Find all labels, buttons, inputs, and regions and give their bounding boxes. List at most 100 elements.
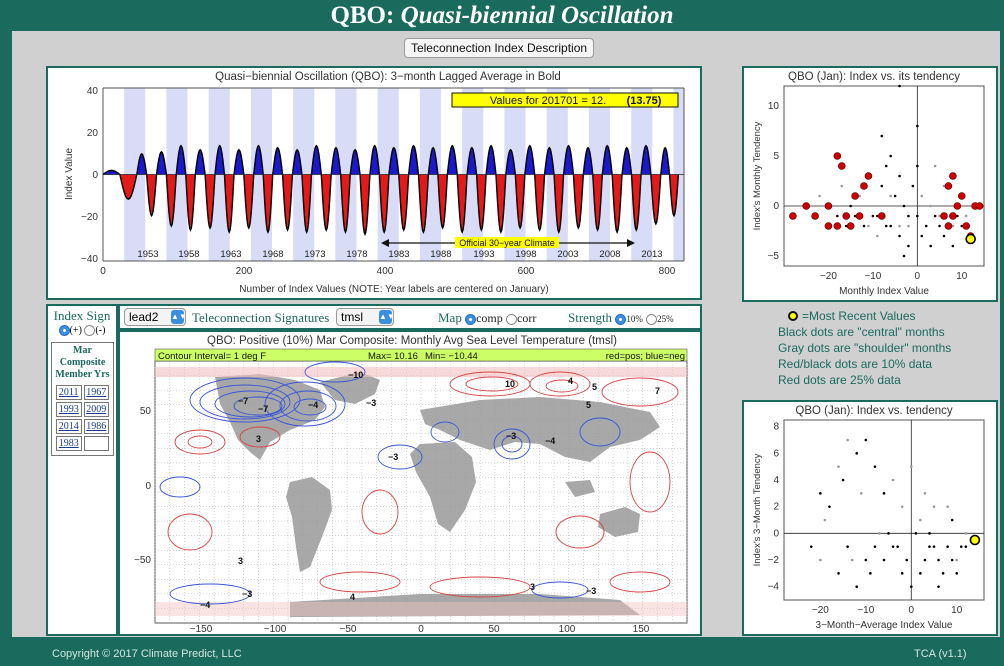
positive-area (524, 145, 535, 175)
scatter-point (957, 192, 966, 200)
scatter-point (951, 244, 955, 248)
contour-value: 4 (568, 376, 573, 386)
scatter-3month-zero-axes (784, 420, 984, 600)
negative-area (224, 174, 234, 233)
scatter-point (882, 492, 886, 495)
scatter-point (959, 545, 963, 548)
positive-area (292, 149, 302, 175)
positive-area (233, 149, 244, 175)
xtick: 10 (951, 605, 963, 616)
negative-area (476, 174, 487, 231)
positive-area (272, 147, 283, 175)
scatter-point (949, 172, 957, 180)
positive-area (103, 170, 120, 175)
map-topband (155, 367, 687, 616)
positive-area (156, 151, 167, 175)
values-box: Values for 201701 = 12. (13.75) (451, 92, 679, 108)
scatter-point (929, 244, 932, 248)
variable-select[interactable]: tmsl ▲▼ (336, 308, 395, 326)
strength-group: Strength 10% 25% (568, 310, 674, 326)
lead-select[interactable]: lead2 ▲▼ (124, 308, 187, 326)
contour-value: −4 (545, 436, 555, 446)
corr-label: corr (517, 311, 537, 325)
scatter-point (846, 222, 855, 230)
scatter-point (889, 154, 892, 158)
scatter-point (891, 545, 895, 548)
scatter-point (898, 84, 901, 88)
scatter-point (898, 224, 901, 228)
controls-bar: lead2 ▲▼ Teleconnection Signatures tmsl … (118, 304, 702, 330)
sign-plus-radio[interactable] (58, 325, 70, 337)
color-key-label: red=pos; blue=neg (606, 351, 685, 362)
xtick: 0 (915, 271, 921, 282)
timeseries-ylabel: Index Value (64, 148, 75, 201)
timeseries-chart: Quasi−biennial Oscillation (QBO): 3−mont… (64, 71, 685, 295)
composite-header-2: Composite (59, 357, 106, 369)
scatter-point (853, 214, 857, 218)
year-link[interactable]: 1983 (56, 436, 82, 452)
scatter-point (896, 545, 899, 548)
year-link[interactable]: 2014 (56, 419, 82, 435)
xtick: 600 (518, 266, 535, 277)
map-type-group: Map comp corr (438, 310, 536, 326)
negative-area (205, 174, 215, 229)
scatter-point (944, 182, 953, 190)
scatter-point (916, 164, 919, 168)
scatter-point (824, 202, 833, 210)
positive-area (428, 147, 438, 175)
scatter-point (873, 465, 877, 468)
positive-area (311, 145, 322, 175)
description-button[interactable]: Teleconnection Index Description (404, 38, 594, 58)
negative-area (282, 174, 293, 231)
year-link[interactable]: 2011 (56, 385, 82, 401)
contour-value: −3 (388, 452, 398, 462)
contour-interval-label: Contour Interval= 1 deg F (158, 351, 266, 362)
scatter-point (938, 214, 941, 218)
scatter-point (878, 532, 881, 535)
strength-10-radio[interactable] (615, 313, 627, 325)
positive-area (563, 145, 574, 175)
scatter-point (928, 532, 931, 535)
ytick: −2 (768, 555, 780, 566)
year-label: 1983 (388, 249, 409, 260)
values-label: Values for 201701 = 12. (490, 95, 606, 107)
corr-radio[interactable] (506, 313, 518, 325)
sign-minus-radio[interactable] (84, 325, 96, 337)
scatter-point (859, 492, 863, 495)
positive-area (176, 145, 186, 175)
most-recent-dot (788, 311, 798, 321)
strength-25-label: 25% (657, 314, 674, 324)
positive-area (214, 145, 225, 175)
ytick: 8 (773, 422, 779, 433)
scatter-point (869, 572, 872, 575)
negative-area (515, 174, 525, 229)
positive-area (544, 147, 555, 175)
scatter-point (907, 244, 910, 248)
timeseries-x-ticks: 0 200 400 600 800 (100, 266, 676, 277)
year-label: 1998 (515, 249, 536, 260)
scatter-point (937, 558, 940, 562)
positive-area (136, 153, 147, 175)
year-link[interactable]: 1993 (56, 402, 82, 418)
contour-value: 3 (256, 434, 261, 444)
scatter-point (819, 558, 822, 562)
year-link[interactable]: 2009 (83, 402, 109, 418)
scatter-point (789, 212, 797, 220)
year-label: 1993 (473, 249, 494, 260)
year-link[interactable]: 1986 (83, 419, 109, 435)
positive-area (408, 145, 419, 175)
map-panel: QBO: Positive (10%) Mar Composite: Month… (118, 330, 702, 636)
scatter-point (849, 204, 852, 208)
scatter-point (837, 162, 846, 170)
strength-25-radio[interactable] (646, 313, 658, 325)
comp-radio[interactable] (465, 313, 477, 325)
scatter-3month-panel: QBO (Jan): Index vs. tendency 8 6 4 2 0 −2 −4 … (742, 400, 998, 636)
copyright-text: Copyright © 2017 Climate Predict, LLC (52, 648, 242, 660)
map-y-ticks: 50 0 −50 (134, 406, 151, 566)
year-link[interactable]: 1967 (83, 385, 109, 401)
scatter-point (818, 194, 821, 198)
scatter-point (953, 202, 962, 210)
contour-value: −7 (258, 404, 268, 414)
scatter-point (898, 234, 901, 238)
variable-select-value: tmsl (341, 310, 363, 324)
